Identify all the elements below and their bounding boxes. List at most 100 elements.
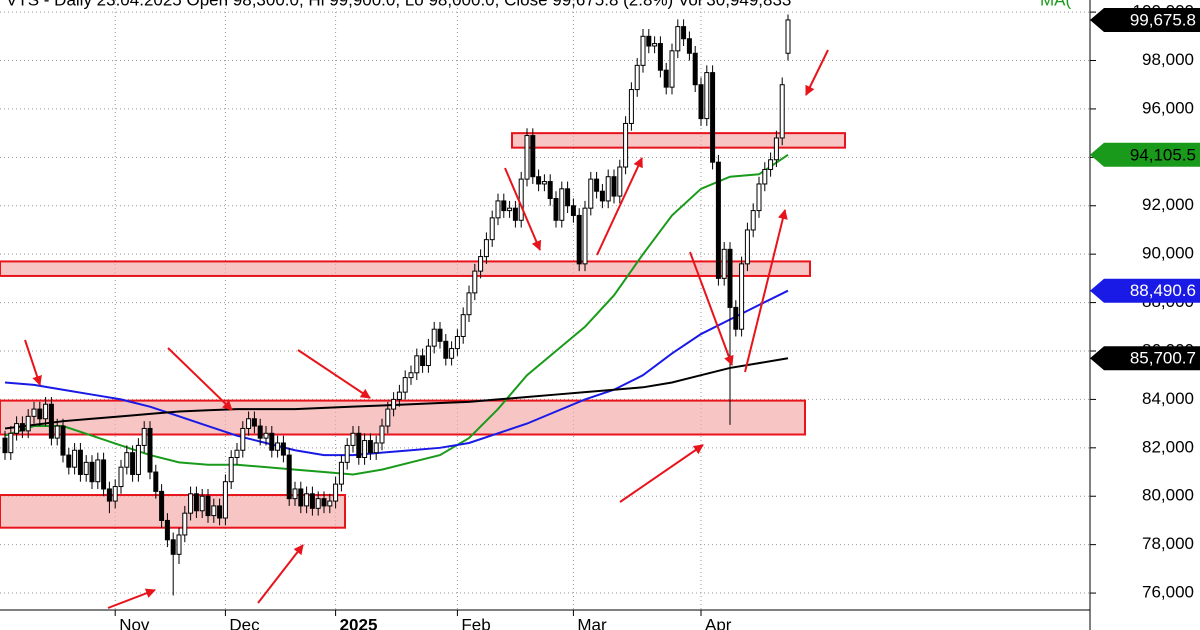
candle-body bbox=[135, 444, 141, 475]
candle-body bbox=[14, 423, 20, 434]
candle-body bbox=[344, 444, 350, 463]
y-tick-label: 92,000 bbox=[1142, 195, 1194, 214]
candle-body bbox=[727, 248, 733, 308]
candle-body bbox=[704, 72, 710, 120]
annotations bbox=[24, 49, 829, 609]
candle-body bbox=[286, 454, 292, 500]
candle-body bbox=[141, 427, 147, 446]
candle-body bbox=[686, 38, 692, 54]
moving-average-line bbox=[4, 357, 789, 430]
candle-body bbox=[205, 495, 211, 517]
candle-body bbox=[130, 452, 136, 475]
candle-body bbox=[524, 135, 530, 180]
axis bbox=[0, 0, 1091, 630]
candle-body bbox=[733, 306, 739, 330]
candle-body bbox=[83, 461, 89, 475]
candle-body bbox=[153, 471, 159, 492]
candle-body bbox=[373, 442, 379, 454]
x-tick-label: Apr bbox=[705, 615, 732, 630]
candle-body bbox=[37, 408, 43, 420]
candle-body bbox=[176, 534, 182, 555]
candle-body bbox=[367, 440, 373, 454]
candle-body bbox=[164, 519, 170, 541]
price-label-box bbox=[1090, 142, 1200, 167]
moving-average-line bbox=[4, 153, 789, 476]
legend-hint: MA( bbox=[1040, 0, 1072, 9]
candle-body bbox=[466, 292, 472, 316]
candle-body bbox=[106, 488, 112, 502]
candle-body bbox=[640, 35, 646, 66]
candle-body bbox=[420, 355, 426, 367]
support-zone bbox=[511, 132, 846, 149]
candle-body bbox=[159, 490, 165, 521]
x-tick-label: Nov bbox=[119, 615, 150, 630]
candle-body bbox=[460, 314, 466, 337]
candle-body bbox=[431, 328, 437, 347]
candle-body bbox=[362, 440, 368, 458]
candle-body bbox=[263, 432, 269, 439]
candle-body bbox=[541, 181, 547, 185]
candle-body bbox=[507, 207, 513, 212]
candle-body bbox=[43, 403, 49, 420]
arrow bbox=[689, 251, 734, 366]
candle-body bbox=[785, 19, 791, 54]
candle-body bbox=[309, 493, 315, 509]
candle-body bbox=[634, 64, 640, 91]
candle-body bbox=[292, 488, 298, 500]
price-label-box bbox=[1090, 7, 1200, 32]
candle-body bbox=[269, 432, 275, 451]
candle-body bbox=[617, 166, 623, 197]
arrow bbox=[744, 209, 788, 373]
candle-body bbox=[118, 466, 124, 488]
chart-title: VTS - Daily 23.04.2025 Open 98,300.0, Hi… bbox=[6, 0, 791, 9]
candle-body bbox=[112, 486, 118, 502]
candle-body bbox=[101, 459, 107, 490]
candle-body bbox=[66, 454, 72, 468]
candle-body bbox=[559, 188, 565, 221]
y-tick-label: 98,000 bbox=[1142, 50, 1194, 69]
candle-body bbox=[663, 69, 669, 88]
plot-area bbox=[0, 14, 846, 596]
arrow bbox=[504, 167, 542, 251]
candle-body bbox=[8, 432, 14, 454]
candle-body bbox=[72, 449, 78, 468]
candle-body bbox=[582, 207, 588, 265]
candle-body bbox=[692, 52, 698, 86]
candle-body bbox=[199, 495, 205, 512]
candle-body bbox=[547, 181, 553, 199]
candle-body bbox=[594, 178, 600, 192]
candle-body bbox=[779, 84, 785, 139]
candle-body bbox=[588, 178, 594, 209]
x-tick-label: Feb bbox=[461, 615, 490, 630]
candle-body bbox=[356, 432, 362, 458]
candle-body bbox=[681, 26, 687, 40]
candle-body bbox=[744, 229, 750, 265]
candle-body bbox=[768, 159, 774, 170]
support-zone bbox=[0, 260, 811, 277]
candle-body bbox=[396, 391, 402, 400]
arrow bbox=[297, 349, 371, 399]
candle-body bbox=[170, 539, 176, 555]
price-label: 88,490.6 bbox=[1130, 281, 1196, 300]
candle-body bbox=[675, 26, 681, 52]
candle-body bbox=[251, 418, 257, 427]
candle-body bbox=[512, 207, 518, 221]
price-label: 99,675.8 bbox=[1130, 10, 1196, 29]
candle-body bbox=[483, 239, 489, 258]
candle-body bbox=[327, 500, 333, 507]
candle-body bbox=[298, 488, 304, 507]
candle-body bbox=[379, 425, 385, 444]
candle-body bbox=[275, 442, 281, 451]
candle-body bbox=[182, 512, 188, 536]
y-tick-label: 78,000 bbox=[1142, 534, 1194, 553]
candle-body bbox=[576, 214, 582, 265]
y-tick-label: 76,000 bbox=[1142, 583, 1194, 602]
candle-body bbox=[530, 135, 536, 178]
arrow bbox=[167, 347, 233, 411]
y-tick-label: 90,000 bbox=[1142, 244, 1194, 263]
candle-body bbox=[60, 425, 66, 456]
candle-body bbox=[773, 137, 779, 161]
candle-body bbox=[48, 403, 54, 439]
x-tick-label: 2025 bbox=[340, 615, 378, 630]
price-label: 94,105.5 bbox=[1130, 145, 1196, 164]
